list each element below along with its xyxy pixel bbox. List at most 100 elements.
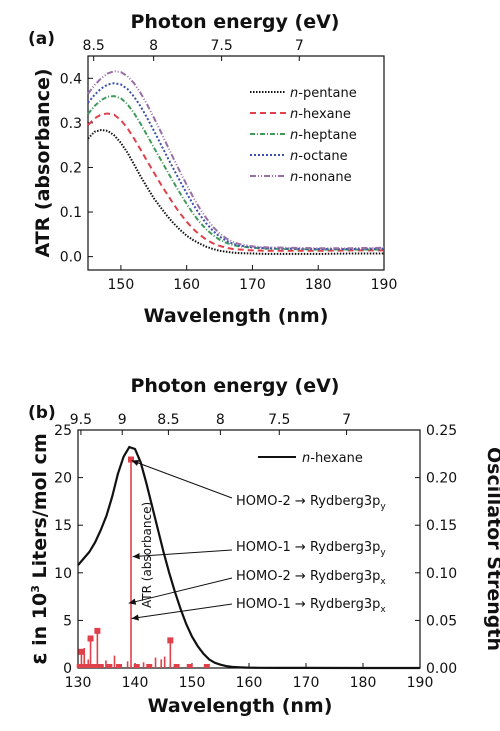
- oscillator-marker: [167, 637, 174, 644]
- legend-label: n-nonane: [290, 170, 352, 185]
- oscillator-baseline-marker: [133, 664, 140, 668]
- x-tick-label: 150: [179, 675, 206, 691]
- oscillator-baseline-marker: [146, 664, 153, 668]
- panel-b-top-ticks: 9.5 9 8.5 8 7.5 7: [70, 412, 351, 435]
- panel-b-x-axis-title: Wavelength (nm): [148, 695, 333, 717]
- top-tick-label: 8.5: [83, 38, 105, 54]
- x-tick-label: 150: [108, 277, 135, 293]
- panel-a-top-ticks: 8.5 8 7.5 7: [83, 38, 304, 61]
- panel-b-y2-ticks: 0.00 0.05 0.10 0.15 0.20 0.25: [415, 423, 457, 677]
- x-tick-label: 160: [236, 675, 263, 691]
- y-tick-label: 0: [63, 661, 72, 677]
- x-tick-label: 130: [65, 675, 92, 691]
- panel-a-x-ticks: 150 160 170 180 190: [108, 265, 398, 293]
- oscillator-baseline-marker: [84, 664, 91, 668]
- annotation-label: HOMO-1 → Rydberg3px: [236, 597, 386, 615]
- legend-item: n-heptane: [250, 128, 357, 143]
- panel-b-label: (b): [28, 403, 56, 423]
- oscillator-baseline-marker: [173, 664, 180, 668]
- top-tick-label: 7: [295, 38, 304, 54]
- panel-b-y2-axis-title: Oscillator Strength: [483, 447, 500, 651]
- oscillator-baseline-marker: [76, 664, 83, 668]
- panel-b-y-axis-title: ε in 103 Liters/mol cm: [27, 433, 52, 665]
- legend-item: n-pentane: [250, 86, 357, 101]
- oscillator-baseline-marker: [186, 664, 193, 668]
- legend-item: n-nonane: [250, 170, 352, 185]
- y-tick-label: 0.0: [60, 250, 82, 266]
- annotation-arrow: [128, 577, 233, 605]
- oscillator-baseline-marker: [106, 664, 113, 668]
- oscillator-baseline-marker: [90, 664, 97, 668]
- annotation-label: HOMO-2 → Rydberg3px: [236, 569, 386, 587]
- x-tick-label: 180: [305, 277, 332, 293]
- y-tick-label: 0.1: [60, 205, 82, 221]
- x-tick-label: 160: [173, 277, 200, 293]
- x-tick-label: 170: [239, 277, 266, 293]
- panel-a-legend: n-pentane n-hexane n-heptane n-octane n-…: [250, 86, 357, 185]
- panel-b-x-ticks: 130 140 150 160 170 180 190: [65, 663, 433, 691]
- panel-a-x-axis-title: Wavelength (nm): [144, 305, 329, 327]
- curve-label-atr: ATR (absorbance): [140, 502, 154, 608]
- y2-tick-label: 0.10: [426, 566, 457, 582]
- panel-a-y-axis-title: ATR (absorbance): [32, 68, 54, 257]
- top-tick-label: 8: [216, 412, 225, 428]
- annotation-label: HOMO-2 → Rydberg3py: [236, 494, 386, 512]
- y2-tick-label: 0.00: [426, 661, 457, 677]
- series-line-nonane: [87, 70, 385, 250]
- y-tick-label: 25: [54, 423, 72, 439]
- series-line-hexane: [77, 445, 420, 670]
- panel-b-legend: n-hexane: [258, 451, 363, 466]
- x-tick-label: 170: [293, 675, 320, 691]
- oscillator-baseline-marker: [97, 664, 104, 668]
- legend-label: n-hexane: [290, 107, 351, 122]
- legend-label: n-octane: [290, 149, 348, 164]
- annotation-homo2-3py: HOMO-2 → Rydberg3py: [131, 459, 386, 512]
- panel-b-series-group: [77, 445, 420, 670]
- oscillator-baseline-marker: [80, 664, 87, 668]
- top-tick-label: 7.5: [210, 38, 232, 54]
- annotation-homo1-3py: HOMO-1 → Rydberg3py: [132, 540, 386, 560]
- y-tick-label: 15: [54, 518, 72, 534]
- top-tick-label: 8.5: [157, 412, 179, 428]
- legend-label: n-heptane: [290, 128, 357, 143]
- panel-a-top-axis-title: Photon energy (eV): [130, 11, 339, 33]
- annotation-label: HOMO-1 → Rydberg3py: [236, 540, 386, 558]
- panel-b-oscillator-sticks: [76, 456, 210, 668]
- y-tick-label: 20: [54, 471, 72, 487]
- y-tick-label: 0.2: [60, 160, 82, 176]
- annotation-arrow: [131, 459, 233, 499]
- y2-tick-label: 0.25: [426, 423, 457, 439]
- oscillator-marker: [128, 456, 135, 463]
- oscillator-marker: [78, 648, 85, 655]
- oscillator-baseline-marker: [203, 664, 210, 668]
- annotation-homo1-3px: HOMO-1 → Rydberg3px: [131, 597, 386, 621]
- y-tick-label: 10: [54, 566, 72, 582]
- series-line-pentane: [87, 128, 384, 255]
- legend-label: n-pentane: [290, 86, 357, 101]
- y2-tick-label: 0.15: [426, 518, 457, 534]
- top-tick-label: 9.5: [70, 412, 92, 428]
- y-tick-label: 0.4: [60, 71, 82, 87]
- x-tick-label: 180: [350, 675, 377, 691]
- top-tick-label: 8: [149, 38, 158, 54]
- panel-a-label: (a): [28, 29, 55, 49]
- annotation-arrow: [131, 603, 233, 621]
- panel-b-y-ticks: 0 5 10 15 20 25: [54, 423, 83, 677]
- x-tick-label: 190: [371, 277, 398, 293]
- legend-item: n-octane: [250, 149, 348, 164]
- panel-a-plot-frame: [87, 55, 385, 271]
- panel-a-series-group: [87, 70, 385, 255]
- y2-tick-label: 0.20: [426, 471, 457, 487]
- y-tick-label: 5: [63, 613, 72, 629]
- y2-tick-label: 0.05: [426, 613, 457, 629]
- panel-b-top-axis-title: Photon energy (eV): [130, 375, 339, 397]
- legend-label: n-hexane: [302, 451, 363, 466]
- x-tick-label: 140: [122, 675, 149, 691]
- panel-a-y-ticks: 0.0 0.1 0.2 0.3 0.4: [60, 71, 93, 266]
- series-line-hexane: [87, 112, 384, 252]
- y-tick-label: 0.3: [60, 116, 82, 132]
- annotation-homo2-3px: HOMO-2 → Rydberg3px: [128, 569, 386, 605]
- top-tick-label: 7.5: [268, 412, 290, 428]
- oscillator-marker: [94, 627, 101, 634]
